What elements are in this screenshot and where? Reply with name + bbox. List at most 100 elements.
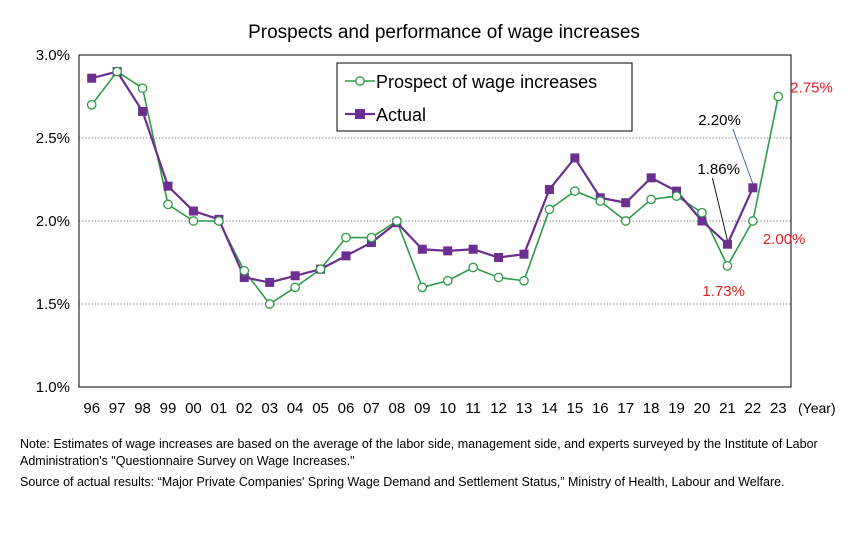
legend-prospect-marker xyxy=(355,76,365,86)
x-tick-label: 18 xyxy=(643,400,660,417)
actual-point xyxy=(519,249,529,259)
actual-point xyxy=(468,244,478,254)
prospect-point xyxy=(646,194,656,205)
data-annotations: 2.75% 2.20% 1.86% 2.00% 1.73% xyxy=(697,80,832,300)
data-label: 1.73% xyxy=(702,283,745,300)
prospect-point xyxy=(595,196,606,206)
actual-point xyxy=(570,153,580,163)
x-tick-label: 08 xyxy=(389,400,406,417)
x-tick-label: 10 xyxy=(439,400,456,417)
note-text: Note: Estimates of wage increases are ba… xyxy=(20,437,818,468)
actual-point xyxy=(188,206,198,216)
actual-point xyxy=(366,238,376,248)
x-tick-label: 14 xyxy=(541,400,558,417)
y-axis-ticks: 1.0% 1.5% 2.0% 2.5% 3.0% xyxy=(36,47,70,396)
actual-point xyxy=(672,186,682,196)
data-label: 1.86% xyxy=(697,161,740,178)
actual-point xyxy=(443,246,453,256)
y-tick-label: 3.0% xyxy=(36,47,70,64)
x-tick-label: 13 xyxy=(516,400,533,417)
actual-point xyxy=(341,251,351,261)
prospect-point xyxy=(671,191,682,201)
prospect-point xyxy=(620,216,631,226)
chart-title: Prospects and performance of wage increa… xyxy=(248,22,640,43)
prospect-point xyxy=(315,264,326,274)
prospect-point xyxy=(570,186,580,196)
prospect-point xyxy=(722,260,733,271)
wage-increase-chart: Prospects and performance of wage increa… xyxy=(36,22,836,417)
x-tick-label: 11 xyxy=(465,400,481,417)
x-tick-label: 01 xyxy=(211,400,228,417)
actual-point xyxy=(494,253,504,263)
prospect-point xyxy=(442,275,453,286)
prospect-point xyxy=(290,282,300,293)
prospect-point xyxy=(366,232,377,243)
annotation-leader xyxy=(732,128,754,184)
y-tick-label: 2.0% xyxy=(36,213,70,230)
data-label: 2.00% xyxy=(763,231,806,248)
y-tick-label: 1.5% xyxy=(36,296,70,313)
x-tick-label: 06 xyxy=(338,400,355,417)
prospect-point xyxy=(417,282,428,293)
x-tick-label: 98 xyxy=(134,400,151,417)
x-tick-label: 19 xyxy=(668,400,685,417)
series-line-prospect xyxy=(91,70,780,305)
actual-point xyxy=(239,272,249,282)
x-tick-label: 04 xyxy=(287,400,304,417)
prospect-point xyxy=(137,83,148,94)
prospect-point xyxy=(341,232,351,243)
actual-point xyxy=(290,271,300,281)
annotation-leader-lines xyxy=(711,128,754,241)
x-tick-label: 22 xyxy=(745,400,762,417)
chart-notes: Note: Estimates of wage increases are ba… xyxy=(20,436,860,495)
source-text: Source of actual results: “Major Private… xyxy=(20,475,785,489)
actual-point xyxy=(544,184,554,194)
prospect-point xyxy=(86,99,97,110)
prospect-point xyxy=(697,207,707,218)
actual-point xyxy=(748,183,758,193)
actual-point xyxy=(621,198,631,208)
actual-point xyxy=(417,244,427,254)
x-axis-unit: (Year) xyxy=(798,400,836,416)
prospect-point xyxy=(748,216,758,226)
x-tick-label: 23 xyxy=(770,400,787,417)
prospect-point xyxy=(493,272,504,283)
annotation-leader xyxy=(711,178,728,241)
x-tick-label: 00 xyxy=(185,400,202,417)
gridlines xyxy=(79,137,791,305)
prospect-point xyxy=(214,216,224,226)
x-tick-label: 09 xyxy=(414,400,431,417)
prospect-point xyxy=(468,262,478,273)
data-label: 2.20% xyxy=(698,112,741,129)
legend-prospect-label: Prospect of wage increases xyxy=(376,72,597,92)
prospect-point xyxy=(112,66,122,77)
actual-point xyxy=(138,106,148,116)
series-lines xyxy=(86,66,784,309)
actual-point xyxy=(646,173,656,183)
legend-actual-label: Actual xyxy=(376,105,426,125)
x-tick-label: 21 xyxy=(719,400,736,417)
actual-point xyxy=(722,239,732,249)
prospect-point xyxy=(519,275,529,286)
y-tick-label: 1.0% xyxy=(36,379,70,396)
prospect-point xyxy=(264,299,275,309)
prospect-point xyxy=(392,216,402,226)
x-tick-label: 05 xyxy=(312,400,329,417)
actual-point xyxy=(87,73,97,83)
prospect-point xyxy=(188,216,199,226)
y-tick-label: 2.5% xyxy=(36,130,70,147)
x-tick-label: 97 xyxy=(109,400,126,417)
actual-point xyxy=(697,216,707,226)
legend: Prospect of wage increases Actual xyxy=(336,62,633,132)
actual-point xyxy=(265,277,275,287)
x-tick-label: 02 xyxy=(236,400,253,417)
x-tick-label: 17 xyxy=(617,400,634,417)
prospect-point xyxy=(239,265,250,276)
x-tick-label: 96 xyxy=(83,400,100,417)
x-tick-label: 12 xyxy=(490,400,507,417)
x-tick-label: 20 xyxy=(694,400,711,417)
x-tick-label: 16 xyxy=(592,400,609,417)
x-tick-label: 15 xyxy=(567,400,584,417)
legend-actual-marker xyxy=(355,109,365,119)
actual-point xyxy=(163,181,173,191)
